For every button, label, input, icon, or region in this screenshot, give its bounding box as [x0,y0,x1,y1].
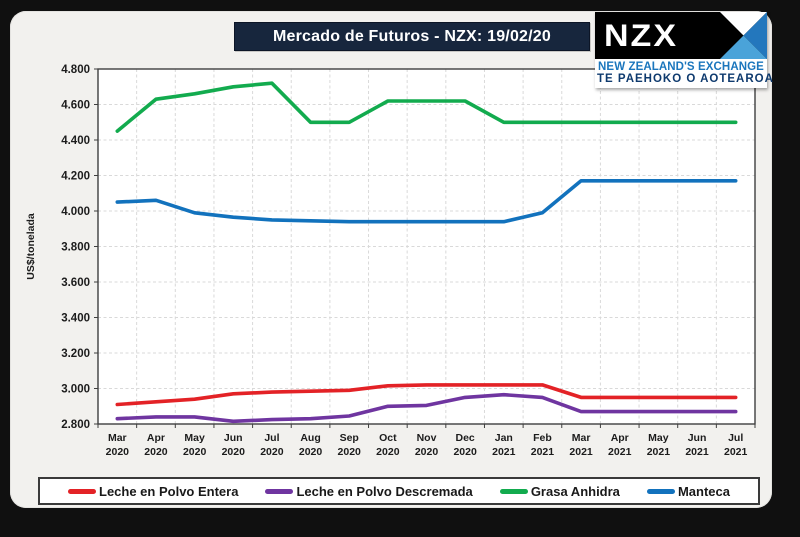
legend-item-leche-en-polvo-entera: Leche en Polvo Entera [68,484,238,499]
y-tick-label: 2.800 [61,419,90,431]
y-tick-label: 3.200 [61,348,90,360]
x-label-month: Dec [456,432,475,444]
x-label-year: 2021 [569,446,593,458]
series-line-manteca [115,179,738,224]
y-tick-label: 3.400 [61,313,90,325]
series-line-leche-en-polvo-entera [115,383,738,407]
chart-legend: Leche en Polvo Entera Leche en Polvo Desc… [38,477,760,505]
y-axis-title: US$/tonelada [25,213,37,280]
y-tick-label: 4.600 [61,100,90,112]
x-label-month: May [648,432,669,444]
legend-item-manteca: Manteca [646,483,730,499]
x-label-month: Oct [379,432,397,444]
x-label-year: 2021 [492,446,516,458]
x-label-year: 2020 [376,446,400,458]
legend-swatch-icon [68,488,96,494]
legend-label: Leche en Polvo Entera [99,483,239,499]
x-label-year: 2020 [144,446,168,458]
x-label-month: May [184,432,205,444]
nzx-logo: NZX NEW ZEALAND'S EXCHANGE TE PAEHOKO O … [595,12,774,88]
y-tick-label: 4.400 [61,135,90,147]
x-label-month: Apr [147,432,165,444]
x-label-month: Mar [108,432,127,444]
x-label-year: 2021 [647,446,671,458]
x-label-month: Nov [417,432,437,444]
x-label-year: 2021 [531,446,555,458]
legend-label: Grasa Anhidra [530,483,620,499]
x-label-month: Mar [572,432,591,444]
x-label-month: Jul [728,432,743,444]
x-label-month: Jun [688,432,707,444]
legend-label: Leche en Polvo Descremada [296,483,473,499]
y-tick-label: 4.800 [61,64,90,76]
series-line-leche-en-polvo-descremada [115,392,738,424]
nzx-tagline-maori: TE PAEHOKO O AOTEAROA [597,73,774,85]
y-tick-label: 4.000 [61,206,90,218]
nzx-arrow-icon [720,12,767,59]
nzx-logo-text: NZX [604,18,678,53]
x-label-month: Jul [264,432,279,444]
series-line-grasa-anhidra [115,81,738,133]
x-label-year: 2021 [685,446,709,458]
x-label-year: 2020 [260,446,284,458]
y-tick-label: 4.200 [61,171,90,183]
chart-title: Mercado de Futuros - NZX: 19/02/20 [234,22,590,51]
y-tick-label: 3.000 [61,384,90,396]
x-label-month: Jan [495,432,513,444]
x-label-month: Feb [533,432,552,444]
legend-item-grasa-anhidra: Grasa Anhidra [499,483,620,499]
x-label-year: 2020 [106,446,130,458]
x-label-month: Apr [611,432,629,444]
y-tick-label: 3.600 [61,277,90,289]
nzx-logo-taglines: NEW ZEALAND'S EXCHANGE TE PAEHOKO O AOTE… [595,59,774,88]
x-label-year: 2020 [299,446,323,458]
x-label-year: 2021 [724,446,748,458]
x-label-year: 2020 [222,446,246,458]
nzx-logo-box: NZX [595,12,767,59]
legend-label: Manteca [677,483,730,499]
legend-swatch-icon [265,488,294,494]
legend-item-leche-en-polvo-descremada: Leche en Polvo Descremada [265,483,473,499]
x-label-year: 2020 [415,446,439,458]
y-tick-label: 3.800 [61,242,90,254]
x-label-year: 2021 [608,446,632,458]
x-label-year: 2020 [183,446,207,458]
nzx-tagline-english: NEW ZEALAND'S EXCHANGE [598,61,764,73]
x-label-month: Jun [224,432,243,444]
plot-border [97,68,756,425]
x-label-year: 2020 [338,446,362,458]
x-label-year: 2020 [453,446,477,458]
x-label-month: Aug [300,432,320,444]
legend-swatch-icon [499,488,528,494]
legend-swatch-icon [646,488,675,494]
x-label-month: Sep [340,432,359,444]
